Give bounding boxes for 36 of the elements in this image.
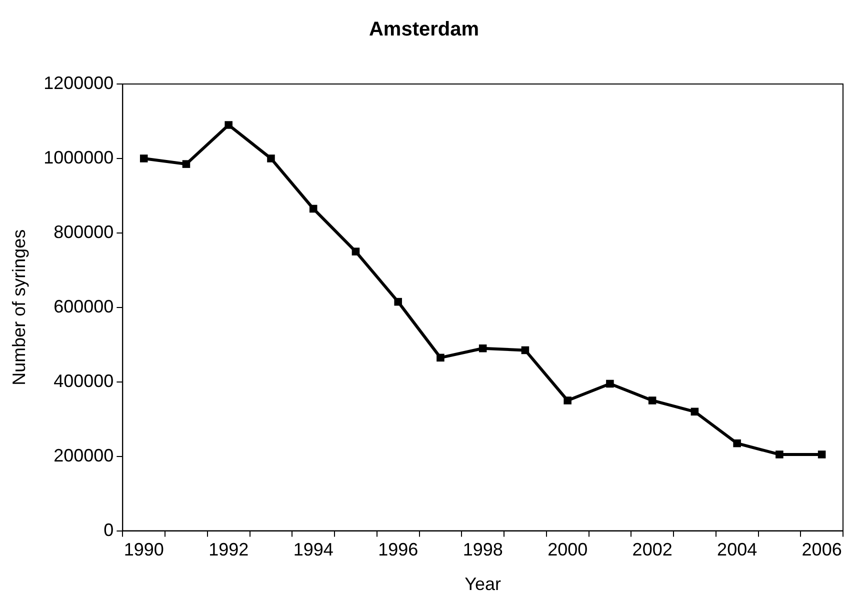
y-tick-label: 600000 xyxy=(54,296,114,316)
x-tick-label: 1996 xyxy=(378,540,418,560)
y-tick-label: 1200000 xyxy=(44,72,114,93)
point xyxy=(648,396,656,404)
point xyxy=(394,298,402,306)
point xyxy=(478,344,487,352)
y-tick-label: 0 xyxy=(104,520,114,540)
point xyxy=(436,354,444,362)
point xyxy=(182,160,190,168)
x-tick-label: 1992 xyxy=(208,540,249,560)
point xyxy=(690,408,699,416)
point xyxy=(521,346,530,354)
point xyxy=(818,450,826,458)
y-axis-title: Number of syringes xyxy=(8,229,29,386)
x-tick-label: 1994 xyxy=(293,540,334,560)
point xyxy=(564,396,572,404)
point xyxy=(309,204,318,213)
y-tick-label: 1000000 xyxy=(44,147,114,168)
x-axis-title: Year xyxy=(464,574,502,594)
x-tick-label: 1998 xyxy=(462,540,503,560)
point xyxy=(606,380,614,388)
y-tick-label: 200000 xyxy=(54,445,114,466)
point xyxy=(733,439,741,448)
chart-title: Amsterdam xyxy=(368,18,480,41)
x-tick-label: 2002 xyxy=(632,540,672,560)
point xyxy=(776,450,784,458)
x-tick-label: 2006 xyxy=(802,540,842,560)
point xyxy=(352,248,360,256)
point xyxy=(224,121,232,129)
x-tick-label: 1990 xyxy=(124,540,164,560)
point xyxy=(140,154,148,162)
y-tick-label: 400000 xyxy=(54,370,114,391)
point xyxy=(267,154,275,162)
x-tick-label: 2000 xyxy=(548,540,588,560)
x-tick-label: 2004 xyxy=(717,540,758,560)
y-tick-label: 800000 xyxy=(54,222,114,242)
